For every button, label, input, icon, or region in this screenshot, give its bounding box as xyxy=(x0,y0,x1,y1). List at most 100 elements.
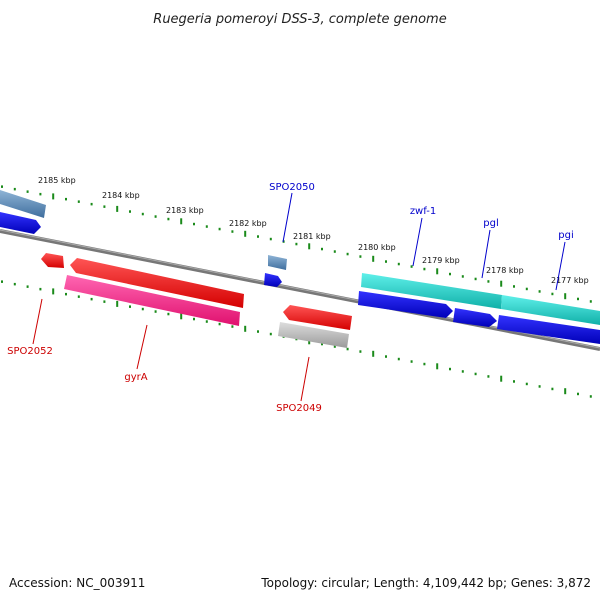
gene-reverse-red-gyra[interactable] xyxy=(70,258,244,308)
minor-tick xyxy=(218,227,221,231)
minor-tick xyxy=(257,235,259,238)
minor-tick xyxy=(129,210,131,213)
minor-tick xyxy=(1,185,3,188)
major-tick xyxy=(436,363,439,370)
gene-label-pgi[interactable]: pgi xyxy=(558,230,573,241)
leader-line xyxy=(32,298,43,345)
major-tick xyxy=(436,268,439,275)
minor-tick xyxy=(397,262,400,266)
gene-label-spo2052[interactable]: SPO2052 xyxy=(7,346,53,357)
kbp-label: 2180 kbp xyxy=(358,243,396,252)
minor-tick xyxy=(231,230,234,233)
minor-tick xyxy=(13,282,16,286)
minor-tick xyxy=(538,385,541,388)
major-tick xyxy=(308,243,311,250)
minor-tick xyxy=(129,305,131,308)
minor-tick xyxy=(282,240,285,243)
kbp-label: 2177 kbp xyxy=(551,276,589,285)
kbp-label: 2179 kbp xyxy=(422,256,460,265)
minor-tick xyxy=(205,320,208,323)
minor-tick xyxy=(257,330,259,333)
minor-tick xyxy=(346,347,349,351)
minor-tick xyxy=(65,197,67,201)
leader-line xyxy=(136,324,148,370)
gene-forward-blue-pgl[interactable] xyxy=(453,308,497,327)
minor-tick xyxy=(90,297,93,301)
kbp-label: 2181 kbp xyxy=(293,232,331,241)
minor-tick xyxy=(385,260,387,263)
gene-reverse-red-spo2049[interactable] xyxy=(283,305,352,330)
minor-tick xyxy=(103,205,106,208)
minor-tick xyxy=(487,375,490,378)
minor-tick xyxy=(449,367,451,371)
major-tick xyxy=(180,313,183,320)
gene-forward-steelblue-small[interactable] xyxy=(268,255,287,270)
minor-tick xyxy=(77,295,80,298)
minor-tick xyxy=(449,272,451,276)
major-tick xyxy=(564,293,567,300)
minor-tick xyxy=(525,382,528,386)
gene-forward-blue-small[interactable] xyxy=(264,273,282,287)
gene-label-zwf1[interactable]: zwf-1 xyxy=(410,206,436,217)
gene-forward-cyan-pgi[interactable] xyxy=(501,295,600,325)
major-tick xyxy=(244,325,247,332)
minor-tick xyxy=(423,267,426,271)
gene-forward-blue-pgi[interactable] xyxy=(497,315,600,344)
minor-tick xyxy=(474,372,477,376)
minor-tick xyxy=(385,355,387,358)
minor-tick xyxy=(154,310,157,313)
gene-forward-steelblue[interactable] xyxy=(0,190,46,218)
minor-tick xyxy=(589,395,592,398)
minor-tick xyxy=(77,200,80,203)
minor-tick xyxy=(154,215,157,218)
leader-line xyxy=(282,192,293,243)
minor-tick xyxy=(551,387,554,391)
major-tick xyxy=(52,288,55,295)
gene-reverse-pink-gyra[interactable] xyxy=(64,275,240,326)
minor-tick xyxy=(321,342,323,346)
minor-tick xyxy=(513,380,515,383)
minor-tick xyxy=(218,322,221,326)
gene-forward-cyan-zwf1[interactable] xyxy=(361,273,502,309)
minor-tick xyxy=(1,280,3,283)
major-tick xyxy=(500,280,503,287)
major-tick xyxy=(372,350,375,357)
gene-label-spo2049[interactable]: SPO2049 xyxy=(276,403,322,414)
major-tick xyxy=(116,205,119,212)
minor-tick xyxy=(269,332,272,336)
minor-tick xyxy=(141,307,144,311)
upper-tick-track xyxy=(1,185,592,303)
gene-label-pgl[interactable]: pgl xyxy=(483,218,498,229)
gene-label-spo2050[interactable]: SPO2050 xyxy=(269,182,315,193)
minor-tick xyxy=(269,237,272,241)
minor-tick xyxy=(359,255,362,258)
minor-tick xyxy=(167,312,170,316)
gene-label-gyra[interactable]: gyrA xyxy=(124,372,147,383)
gene-reverse-red-spo2052[interactable] xyxy=(41,253,64,268)
minor-tick xyxy=(13,187,16,191)
gene-forward-blue[interactable] xyxy=(0,212,41,234)
minor-tick xyxy=(333,250,336,253)
minor-tick xyxy=(538,290,541,293)
gene-forward-blue-zwf1[interactable] xyxy=(358,291,453,318)
minor-tick xyxy=(551,292,554,296)
major-tick xyxy=(180,218,183,225)
minor-tick xyxy=(205,225,208,228)
gene-reverse-gray-spo2049[interactable] xyxy=(278,322,349,348)
kbp-label: 2184 kbp xyxy=(102,191,140,200)
lower-tick-track xyxy=(1,280,592,398)
minor-tick xyxy=(513,285,515,288)
major-tick xyxy=(52,193,55,200)
minor-tick xyxy=(65,292,67,296)
topology-text: Topology: circular; Length: 4,109,442 bp… xyxy=(261,576,591,590)
minor-tick xyxy=(359,350,362,353)
minor-tick xyxy=(193,222,195,226)
minor-tick xyxy=(397,357,400,361)
major-tick xyxy=(244,230,247,237)
minor-tick xyxy=(321,247,323,251)
minor-tick xyxy=(167,217,170,221)
minor-tick xyxy=(461,370,464,373)
minor-tick xyxy=(231,325,234,328)
leader-line xyxy=(412,217,423,267)
